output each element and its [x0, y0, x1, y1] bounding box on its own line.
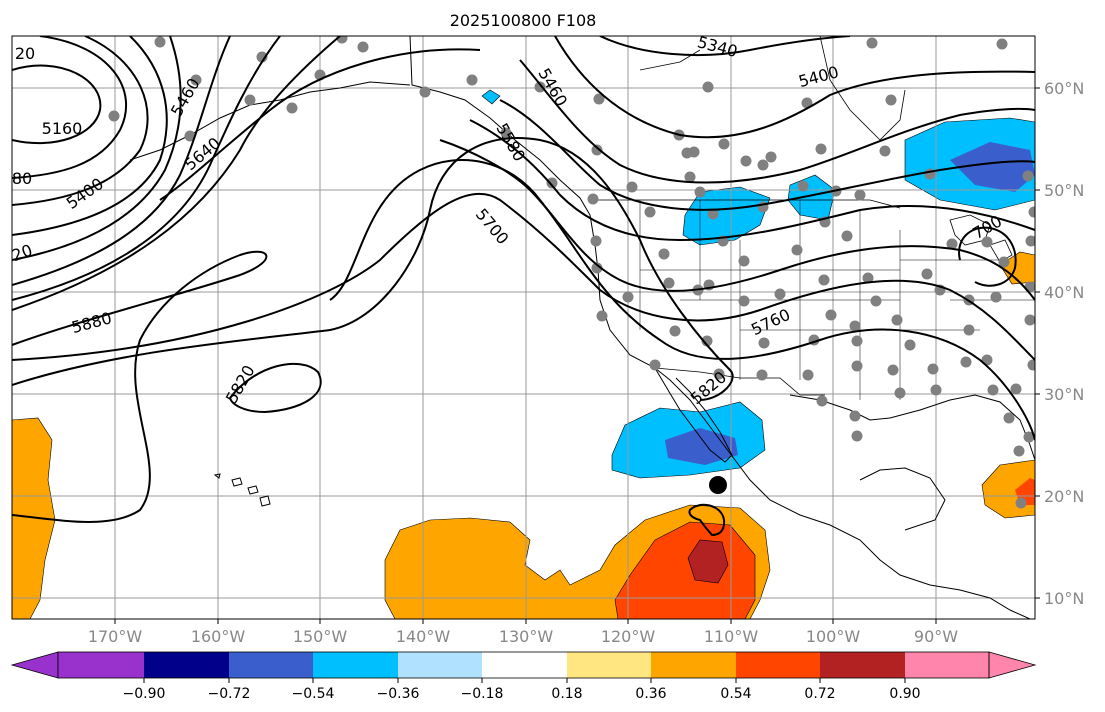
colorbar-tick-label: 0.18 [551, 686, 582, 702]
lon-label: 120°W [601, 627, 656, 646]
map-title: 2025100800 F108 [450, 11, 597, 30]
north-america-coast [409, 36, 1031, 619]
lon-label: 170°W [88, 627, 143, 646]
colorbar: −0.90 −0.72 −0.54 −0.36 −0.18 0.18 0.36 … [10, 651, 1037, 702]
lon-label: 150°W [293, 627, 348, 646]
lon-label: 100°W [806, 627, 861, 646]
contour-5820b [12, 137, 734, 401]
contour-5160 [12, 64, 102, 145]
contour-5400b [554, 36, 1035, 139]
lat-label: 10°N [1044, 589, 1084, 608]
contour-5220 [12, 36, 128, 179]
contour-5400a [12, 36, 182, 261]
contour-5340 [12, 36, 168, 236]
contour-label: 5160 [42, 119, 83, 138]
lat-label: 40°N [1044, 283, 1084, 302]
contour-5520 [12, 36, 281, 301]
contour-lakes [958, 226, 1017, 287]
lon-label: 140°W [396, 627, 451, 646]
colorbar-swatch [736, 652, 820, 678]
colorbar-tick-label: 0.72 [804, 686, 835, 702]
coastlines [129, 36, 1035, 619]
anomaly-shading [12, 89, 1035, 619]
contour-5760 [329, 159, 1035, 441]
warm-anomaly-west [12, 417, 56, 619]
latitude-labels: 60°N 50°N 40°N 30°N 20°N 10°N [1044, 79, 1084, 608]
colorbar-swatch [651, 652, 736, 678]
contour-label: 20 [15, 44, 35, 63]
contour-5280 [12, 36, 149, 206]
lat-label: 60°N [1044, 79, 1084, 98]
colorbar-swatch [398, 652, 482, 678]
contour-5460b [519, 59, 1035, 184]
yucatan [859, 467, 946, 531]
height-contours [12, 36, 1035, 537]
map-frame [11, 35, 1036, 620]
contour-5520b [499, 99, 1035, 211]
baja-peninsula [654, 367, 733, 463]
axis-ticks [114, 87, 1040, 624]
contour-5640b [439, 139, 1035, 301]
colorbar-tick-label: 0.54 [720, 686, 751, 702]
map-area: 5160 5400 5460 5640 5880 5820 5700 5580 … [9, 36, 1035, 619]
colorbar-swatch [820, 652, 905, 678]
colorbar-low-extension [10, 651, 59, 679]
colorbar-tick-label: −0.36 [377, 686, 420, 702]
colorbar-swatch [905, 652, 989, 678]
lat-label: 30°N [1044, 385, 1084, 404]
contour-5460a [12, 36, 231, 286]
warm-anomaly-peak [687, 539, 729, 584]
contour-label: 80 [12, 169, 32, 188]
contour-closed-gulf [688, 503, 726, 537]
colorbar-tick-label: 0.36 [635, 686, 666, 702]
colorbar-swatch [58, 652, 144, 678]
contour-5700 [12, 192, 1035, 361]
colorbar-tick-label: 0.90 [889, 686, 920, 702]
colorbar-tick-label: −0.72 [208, 686, 251, 702]
cool-anomaly-canada-core [950, 142, 1035, 192]
colorbar-swatch [313, 652, 398, 678]
longitude-labels: 170°W 160°W 150°W 140°W 130°W 120°W 110°… [88, 627, 958, 646]
colorbar-tick-label: −0.54 [292, 686, 335, 702]
lon-label: 110°W [704, 627, 759, 646]
colorbar-swatch [567, 652, 651, 678]
lon-label: 160°W [191, 627, 246, 646]
colorbar-swatch [229, 652, 313, 678]
cool-anomaly-alaska [481, 89, 501, 105]
contour-label: 20 [9, 240, 35, 265]
contour-5580a [12, 36, 341, 311]
colorbar-swatch [482, 652, 567, 678]
colorbar-swatch [144, 652, 229, 678]
contour-5880 [12, 250, 268, 523]
canada-arctic [639, 36, 906, 141]
graticule [12, 36, 1035, 619]
colorbar-frame [57, 651, 990, 679]
cool-anomaly-baja-core [665, 428, 738, 465]
lon-label: 130°W [499, 627, 554, 646]
colorbar-tick-label: −0.18 [461, 686, 504, 702]
lon-label: 90°W [914, 627, 958, 646]
storm-center-marker [709, 476, 727, 494]
lat-label: 50°N [1044, 181, 1084, 200]
contour-5640 [159, 48, 481, 201]
colorbar-tick-label: −0.90 [123, 686, 166, 702]
lat-label: 20°N [1044, 487, 1084, 506]
gulf-coast [789, 394, 1035, 461]
contour-5340b [599, 36, 851, 56]
contour-5820a [228, 362, 322, 414]
contour-5580b [469, 119, 1035, 242]
hawaii [213, 473, 271, 507]
colorbar-high-extension [988, 651, 1037, 679]
